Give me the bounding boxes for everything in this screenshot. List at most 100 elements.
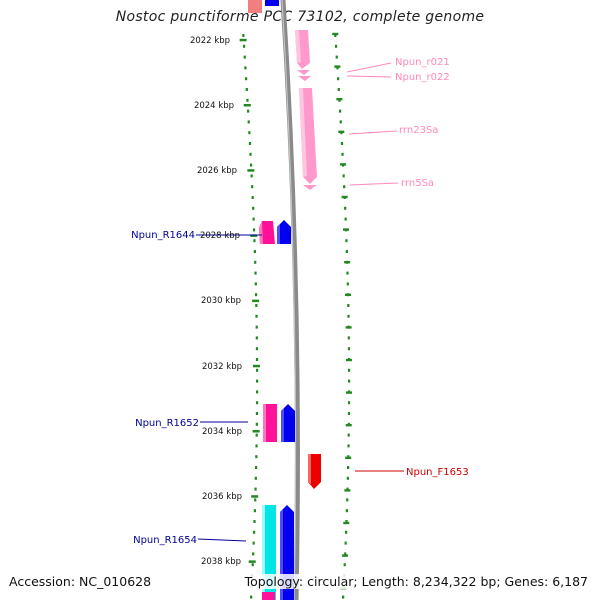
ruler-dot [251,563,254,567]
topology-text: Topology: circular; Length: 8,234,322 bp… [242,574,590,589]
feature-cds-1645 [277,220,291,244]
ring-dot [346,282,349,286]
leader-Npun-R1654 [197,538,247,542]
ruler-major-tick [252,299,260,303]
feature-Npun-r022 [298,76,311,81]
ring-dot [344,530,348,534]
ruler-label: 2030 kbp [201,296,241,306]
label-rrn23Sa: rrn23Sa [399,125,438,136]
ruler-dot [246,98,249,102]
ruler-dot [250,163,253,167]
ring-dot [347,336,350,340]
label-Npun-F1653: Npun_F1653 [406,467,469,478]
ruler-dot [254,282,257,286]
ruler-label: 2032 kbp [202,362,242,372]
ring-tick [341,554,348,557]
ring-dot [344,541,347,545]
ring-tick [338,130,345,133]
ring-dot [347,379,351,383]
ruler-dot [252,552,255,556]
ring-dot [347,401,351,405]
ruler-dot [255,347,259,351]
ruler-dots [242,34,259,599]
ruler-label: 2036 kbp [202,492,242,502]
ruler-label: 2028 kbp [200,231,240,241]
ring-tick [334,65,341,68]
ruler-dot [253,509,256,513]
ring-dot [345,520,348,523]
leader-rrn23Sa [348,130,398,135]
ruler-label: 2024 kbp [194,101,234,111]
ruler-dot [253,250,256,253]
ruler-dot [254,293,258,297]
ruler-major-tick [243,104,251,107]
label-Npun-r021: Npun_r021 [395,57,450,68]
ring-dot [345,239,348,243]
feature-rrn16S-shade [295,30,301,63]
ruler-dot [255,401,259,405]
ring-tick [345,391,352,394]
ruler-dot [255,368,259,372]
ring-dot [347,412,351,415]
ring-dot [340,142,344,145]
ruler-dot [247,120,250,124]
ruler-dot [252,541,255,545]
ring-dot [344,552,347,556]
ruler-dot [242,44,246,48]
feature-Npun-F1653-shade [308,454,311,484]
ring-dot [334,44,338,48]
ring-tick [343,521,350,525]
ring-tick [341,195,348,199]
ruler-dot [254,476,257,480]
ruler-label: 2038 kbp [201,557,241,567]
feature-cds-1645-shade [277,224,280,244]
feature-cds-1651-shade [281,408,284,442]
feature-Npun-R1654-shade [262,505,265,600]
ruler-major-tick [250,234,258,237]
ruler-dot [255,379,259,383]
ruler-dot [254,466,258,469]
ruler-dot [250,595,253,599]
ruler-dot [255,325,258,329]
ring-dot [336,66,339,70]
ruler-dot [252,228,256,232]
genome-backbone-highlight [281,0,297,600]
ruler-ticks [239,38,260,563]
ring-tick [344,261,351,264]
ruler-dot [250,174,253,178]
ring-dot [342,174,345,178]
feature-Npun-F1653 [308,454,321,489]
ruler-dot [255,390,259,394]
outer-ring-ticks [332,32,352,590]
feature-top-blue [265,0,279,6]
accession-text: Accession: NC_010628 [9,574,152,589]
leader-Npun-r021 [346,62,392,73]
ring-dot [344,217,347,221]
ring-dot [346,271,349,275]
ruler-dot [253,239,256,243]
ring-dot [346,487,349,491]
ruler-dot [242,34,245,37]
label-Npun-r022: Npun_r022 [395,72,450,83]
ring-dot [341,152,344,156]
outer-ring-dots [334,34,351,599]
ring-tick [336,98,343,101]
ring-dot [345,509,348,513]
ruler-dot [251,196,254,199]
ring-dot [337,77,340,81]
ring-dot [343,185,346,189]
ruler-dot [255,444,258,448]
label-Npun-R1644: Npun_R1644 [131,230,195,241]
ring-dot [343,563,346,567]
ring-dot [345,250,348,253]
feature-rrn23Sa-shade [299,88,307,177]
ruler-major-tick [239,38,247,42]
ring-dot [346,466,350,469]
ruler-dot [255,358,259,361]
feature-Npun-R1644 [259,221,275,244]
ring-dot [346,476,349,480]
ring-dot [334,34,337,37]
ring-tick [345,424,352,427]
ruler-dot [252,530,256,534]
ruler-dot [255,412,259,415]
